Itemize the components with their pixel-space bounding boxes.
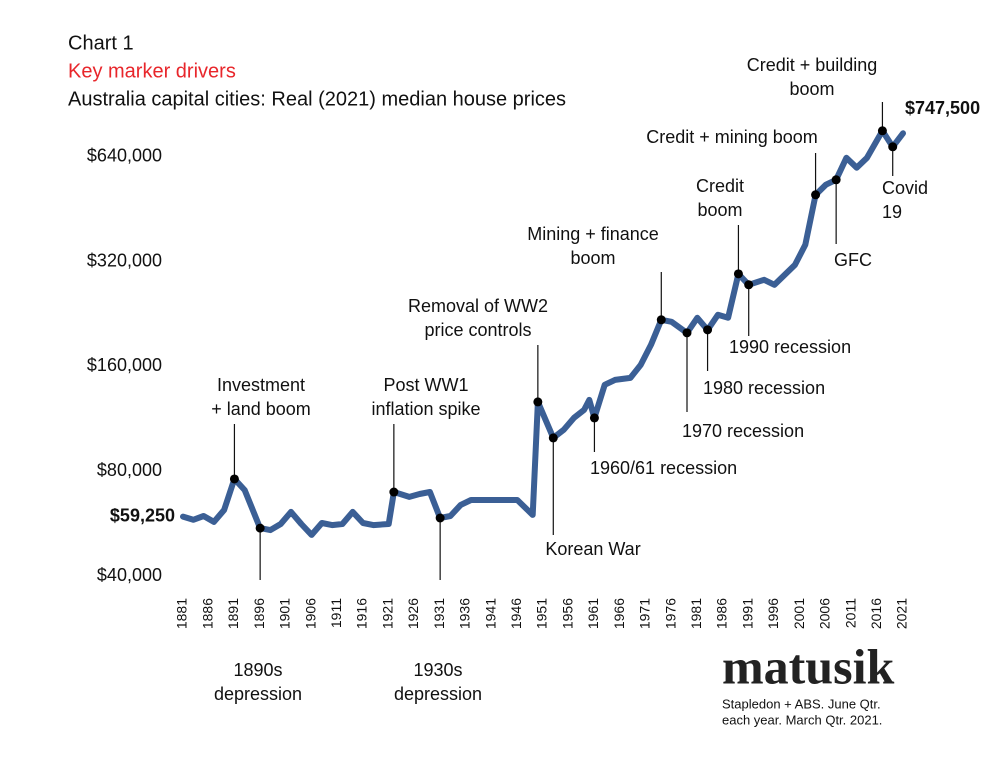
annotation-dot [831, 175, 841, 185]
x-tick-label: 1931 [431, 598, 447, 629]
x-tick-label: 1971 [637, 598, 653, 629]
annotation-dot [656, 315, 666, 325]
x-tick-label: 1906 [302, 598, 318, 629]
annotation-text: Post WW1 [383, 375, 468, 395]
annotation-text: 19 [882, 202, 902, 222]
x-tick-label: 1936 [457, 598, 473, 629]
annotation-dot [589, 413, 599, 423]
annotation-text: boom [570, 248, 615, 268]
x-tick-label: 1891 [225, 598, 241, 629]
x-tick-label: 1941 [482, 598, 498, 629]
x-tick-label: 1966 [611, 598, 627, 629]
chart-title: Australia capital cities: Real (2021) me… [68, 88, 566, 110]
annotation-text: 1890s [233, 660, 282, 680]
value-label: $59,250 [110, 505, 175, 525]
x-tick-label: 1961 [585, 598, 601, 629]
annotation-text: boom [789, 79, 834, 99]
annotation-dot [733, 269, 743, 279]
annotation-text: Mining + finance [527, 224, 659, 244]
x-tick-label: 1921 [379, 598, 395, 629]
annotation-text: Investment [217, 375, 305, 395]
annotation-dot [682, 328, 692, 338]
annotation-text: GFC [834, 250, 872, 270]
annotation-dot [888, 142, 898, 152]
x-tick-label: 1901 [277, 598, 293, 629]
source-note: Stapledon + ABS. June Qtr. [722, 696, 881, 711]
x-tick-label: 2011 [842, 598, 858, 628]
x-tick-label: 1991 [739, 598, 755, 629]
price-line [180, 127, 906, 538]
x-tick-label: 1926 [405, 598, 421, 629]
annotation-dot [703, 325, 713, 335]
x-tick-label: 1986 [714, 598, 730, 629]
x-tick-label: 1976 [662, 598, 678, 629]
annotation-dot [229, 474, 239, 484]
x-tick-label: 2001 [791, 598, 807, 629]
annotation-text: Credit + mining boom [646, 127, 818, 147]
annotation-text: Credit [696, 176, 744, 196]
y-tick-label: $640,000 [87, 145, 162, 165]
annotation-dot [811, 190, 821, 200]
y-tick-label: $80,000 [97, 460, 162, 480]
annotation-text: inflation spike [371, 399, 480, 419]
value-label: $747,500 [905, 98, 980, 118]
x-tick-label: 1996 [765, 598, 781, 629]
y-tick-label: $40,000 [97, 565, 162, 585]
annotation-text: 1980 recession [703, 378, 825, 398]
x-tick-label: 2021 [894, 598, 910, 629]
annotation-text: price controls [424, 320, 531, 340]
annotation-text: 1990 recession [729, 337, 851, 357]
annotation-text: 1930s [413, 660, 462, 680]
y-tick-label: $320,000 [87, 250, 162, 270]
source-note: each year. March Qtr. 2021. [722, 712, 882, 727]
annotation-text: Credit + building [747, 55, 878, 75]
annotation-text: boom [697, 200, 742, 220]
x-tick-label: 2006 [817, 598, 833, 629]
chart-label: Chart 1 [68, 32, 134, 54]
x-tick-label: 1911 [328, 598, 344, 628]
annotation-dot [255, 523, 265, 533]
x-tick-label: 1881 [174, 598, 190, 629]
annotation-text: Removal of WW2 [408, 296, 548, 316]
x-tick-label: 2016 [868, 598, 884, 629]
annotation-text: depression [214, 684, 302, 704]
annotation-dot [744, 280, 754, 290]
annotation-dot [389, 487, 399, 497]
x-tick-label: 1916 [354, 598, 370, 629]
annotation-dot [548, 433, 558, 443]
y-tick-label: $160,000 [87, 355, 162, 375]
annotation-dot [435, 513, 445, 523]
annotation-text: depression [394, 684, 482, 704]
x-tick-label: 1981 [688, 598, 704, 629]
annotation-dot [877, 126, 887, 136]
x-tick-label: 1886 [199, 598, 215, 629]
annotation-text: Korean War [545, 539, 640, 559]
annotation-dot [533, 397, 543, 407]
brand-logo: matusik [722, 638, 894, 694]
annotation-text: 1970 recession [682, 421, 804, 441]
x-tick-label: 1896 [251, 598, 267, 629]
x-tick-label: 1946 [508, 598, 524, 629]
x-tick-label: 1951 [534, 598, 550, 629]
annotation-text: + land boom [211, 399, 311, 419]
x-tick-label: 1956 [559, 598, 575, 629]
annotation-text: Covid [882, 178, 928, 198]
annotation-text: 1960/61 recession [590, 458, 737, 478]
chart-subtitle: Key marker drivers [68, 60, 236, 82]
